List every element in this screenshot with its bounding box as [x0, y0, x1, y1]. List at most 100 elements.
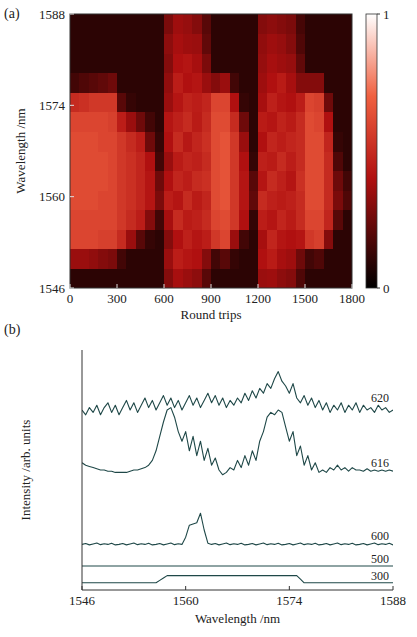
heatmap-cell: [296, 14, 306, 34]
heatmap-cell: [230, 53, 240, 73]
heatmap-cell: [286, 14, 296, 34]
heatmap-cell: [286, 190, 296, 210]
heatmap-cell: [202, 249, 212, 269]
heatmap-cell: [145, 112, 155, 132]
heatmap-cell: [239, 229, 249, 249]
heatmap-cell: [136, 73, 146, 93]
heatmap-cell: [258, 190, 268, 210]
heatmap-cell: [202, 92, 212, 112]
heatmap-cell: [267, 34, 277, 54]
heatmap-cell: [277, 151, 287, 171]
heatmap-cell: [70, 14, 80, 34]
heatmap-cell: [183, 73, 193, 93]
heatmap-cell: [286, 268, 296, 288]
heatmap-cell: [296, 229, 306, 249]
heatmap-cell: [333, 210, 343, 230]
heatmap-cell: [117, 210, 127, 230]
heatmap-cell: [267, 112, 277, 132]
y-tick: [70, 105, 74, 106]
heatmap-cell: [136, 210, 146, 230]
heatmap-cell: [70, 268, 80, 288]
heatmap-cell: [267, 73, 277, 93]
heatmap-cell: [333, 34, 343, 54]
heatmap-cell: [108, 229, 118, 249]
heatmap-cell: [155, 229, 165, 249]
y-tick-label: 1588: [39, 7, 65, 22]
heatmap-cell: [211, 14, 221, 34]
heatmap-cell: [202, 14, 212, 34]
heatmap-cell: [324, 190, 334, 210]
heatmap-cell: [79, 171, 89, 191]
heatmap-cell: [305, 34, 315, 54]
heatmap-cell: [70, 92, 80, 112]
heatmap-cell: [314, 229, 324, 249]
heatmap-cell: [258, 171, 268, 191]
heatmap-cell: [108, 73, 118, 93]
heatmap-cell: [98, 14, 108, 34]
heatmap-cell: [239, 34, 249, 54]
series-label: 500: [371, 552, 389, 566]
heatmap-cell: [192, 151, 202, 171]
x-tick: [352, 284, 353, 288]
heatmap-cell: [343, 268, 352, 288]
heatmap-cell: [126, 92, 136, 112]
heatmap-cell: [108, 53, 118, 73]
heatmap-cell: [202, 53, 212, 73]
heatmap-cell: [267, 92, 277, 112]
heatmap-cell: [343, 151, 352, 171]
heatmap-cell: [79, 151, 89, 171]
heatmap-cell: [239, 92, 249, 112]
heatmap-cell: [108, 190, 118, 210]
series-label: 300: [371, 569, 389, 583]
heatmap-cell: [305, 112, 315, 132]
x-tick: [211, 284, 212, 288]
x-tick-label: 1574: [276, 593, 303, 608]
heatmap-cell: [324, 151, 334, 171]
heatmap-cell: [126, 53, 136, 73]
heatmap-cell: [183, 14, 193, 34]
heatmap-cell: [230, 249, 240, 269]
heatmap-cell: [155, 73, 165, 93]
heatmap-cell: [183, 34, 193, 54]
heatmap-cell: [277, 53, 287, 73]
heatmap-cell: [249, 112, 259, 132]
heatmap-cell: [239, 210, 249, 230]
heatmap-cell: [324, 249, 334, 269]
y-tick-label: 1560: [39, 189, 65, 204]
heatmap-cell: [211, 112, 221, 132]
heatmap-cell: [164, 131, 174, 151]
heatmap-cell: [211, 131, 221, 151]
heatmap-cell: [145, 268, 155, 288]
heatmap-cell: [192, 53, 202, 73]
heatmap-cell: [70, 73, 80, 93]
spectrum-line: [82, 372, 393, 415]
heatmap-cell: [277, 131, 287, 151]
series-label: 620: [371, 391, 389, 405]
heatmap-cell: [277, 210, 287, 230]
heatmap-cell: [296, 73, 306, 93]
heatmap-cell: [211, 151, 221, 171]
heatmap-cell: [79, 249, 89, 269]
heatmap-cell: [230, 73, 240, 93]
heatmap-cell: [136, 34, 146, 54]
heatmap-cell: [333, 229, 343, 249]
heatmap-cell: [314, 73, 324, 93]
heatmap-cell: [89, 112, 99, 132]
y-tick: [70, 196, 74, 197]
heatmap-cell: [277, 92, 287, 112]
heatmap-cell: [89, 151, 99, 171]
heatmap-cell: [136, 151, 146, 171]
heatmap-cell: [183, 112, 193, 132]
heatmap-cell: [117, 131, 127, 151]
heatmap-cell: [343, 92, 352, 112]
heatmap-cell: [296, 249, 306, 269]
heatmap-cell: [117, 229, 127, 249]
heatmap-cell: [258, 151, 268, 171]
heatmap-cell: [155, 210, 165, 230]
heatmap-cell: [117, 249, 127, 269]
heatmap-cell: [296, 268, 306, 288]
heatmap-cell: [145, 14, 155, 34]
heatmap-cell: [136, 92, 146, 112]
heatmap-cell: [70, 229, 80, 249]
heatmap-cell: [89, 249, 99, 269]
